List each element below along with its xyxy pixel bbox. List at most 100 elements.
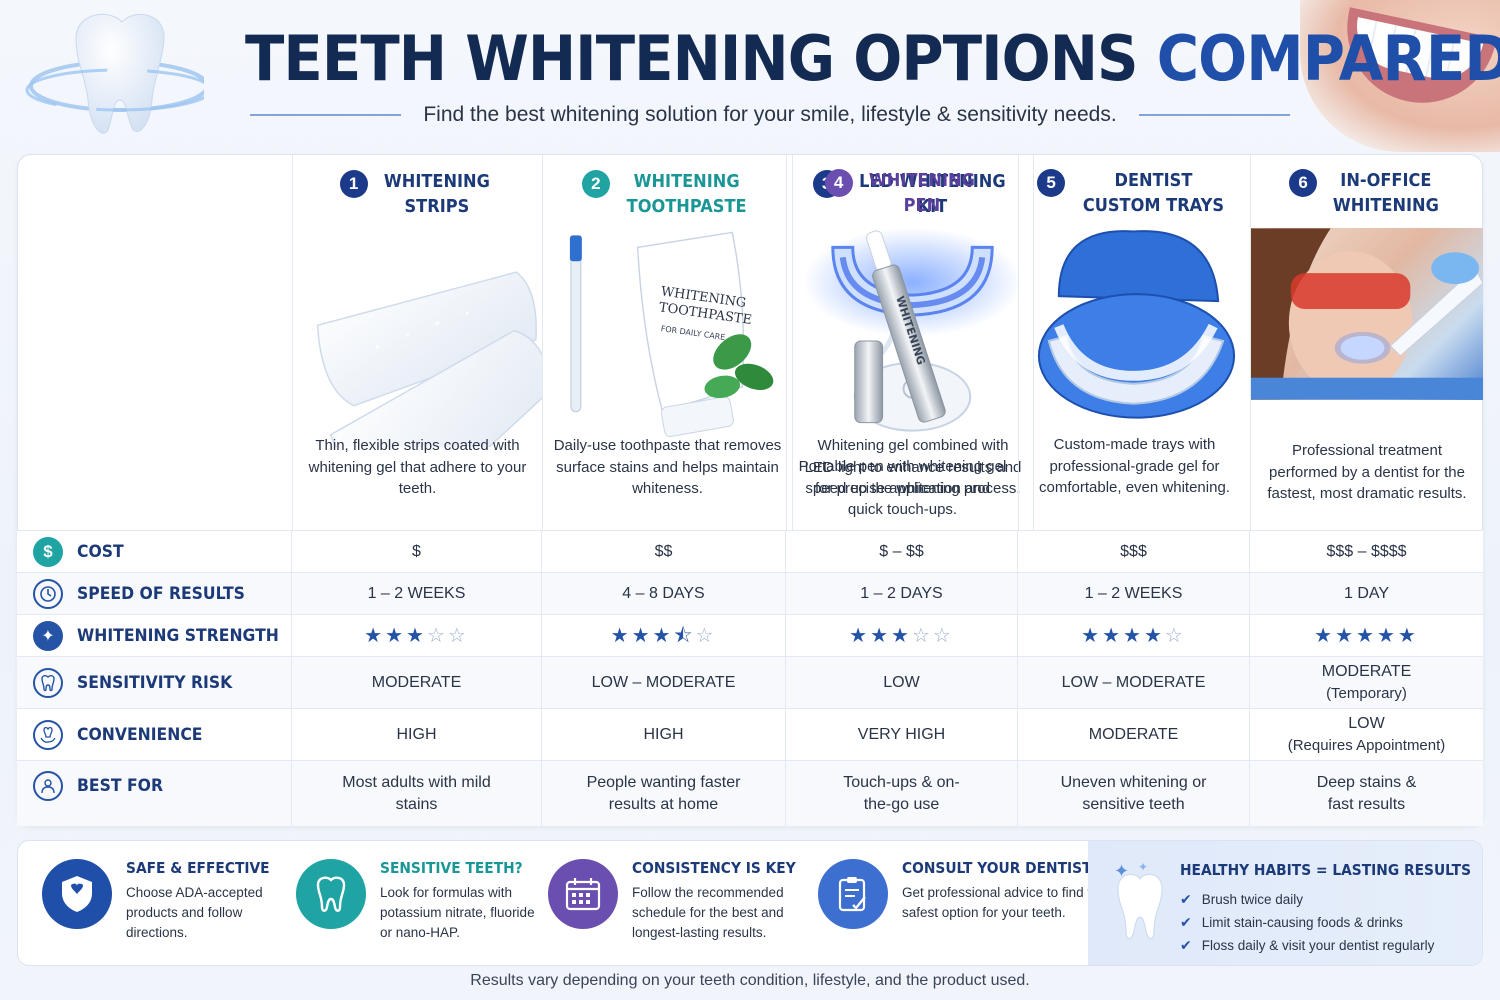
habit-text: Floss daily & visit your dentist regular…	[1201, 938, 1435, 953]
sparkling-tooth-icon: ✦ ✦	[1108, 859, 1168, 954]
product-number-badge: 2	[581, 170, 610, 198]
svg-text:✦: ✦	[1138, 860, 1148, 874]
product-title: WHITENING PEN	[868, 170, 975, 216]
product-description: Professional treatment performed by a de…	[1267, 442, 1467, 502]
table-cell: HIGH	[292, 709, 542, 760]
row-title: SPEED OF RESULTS	[77, 583, 245, 604]
custom-trays-image	[1019, 226, 1250, 446]
table-cell: 1 – 2 WEEKS	[1018, 573, 1250, 614]
product-description: Daily-use toothpaste that removes surfac…	[553, 437, 782, 497]
rating-cell: ★★★☆☆	[292, 615, 542, 656]
cell-note: (Requires Appointment)	[1287, 736, 1446, 754]
row-title: COST	[77, 541, 124, 562]
product-title: WHITENING TOOTHPASTE	[626, 171, 747, 217]
svg-text:✦: ✦	[1114, 861, 1129, 881]
sparkle-icon: ✦	[33, 620, 63, 651]
star-full-icon: ★	[1335, 624, 1357, 647]
whitening-toothpaste-image: WHITENING TOOTHPASTE FOR DAILY CARE	[543, 227, 792, 447]
habits-title: HEALTHY HABITS = LASTING RESULTS	[1180, 861, 1472, 879]
hand-tooth-icon	[33, 719, 63, 750]
row-label: SPEED OF RESULTS	[17, 573, 292, 614]
product-header: 4 WHITENING PEN	[787, 168, 1018, 218]
subtitle-rule-left	[250, 114, 402, 116]
table-cell: 1 DAY	[1343, 584, 1390, 602]
in-office-column-content: 6 IN-OFFICE WHITENING Professional treat…	[1250, 154, 1484, 530]
cell-value: HIGH	[396, 725, 437, 743]
table-cell: LOW – MODERATE	[1018, 657, 1250, 708]
star-full-icon: ★	[1081, 624, 1103, 647]
check-icon: ✔	[1180, 937, 1192, 953]
star-empty-icon: ☆	[932, 624, 954, 647]
row-label: $ COST	[17, 531, 292, 572]
dollar-icon: $	[33, 536, 63, 567]
tip-consistency: CONSISTENCY IS KEY Follow the recommende…	[548, 841, 818, 965]
row-label: ✦ WHITENING STRENGTH	[17, 615, 292, 656]
habit-text: Limit stain-causing foods & drinks	[1201, 915, 1403, 930]
star-full-icon: ★	[406, 624, 427, 647]
hero-smile-photo	[1300, 0, 1500, 152]
product-description: Portable pen with whitening gel for prec…	[798, 458, 1007, 518]
table-cell: 1 – 2 WEEKS	[292, 573, 542, 614]
rating-cell: ★★★☆☆	[786, 615, 1018, 656]
star-empty-icon: ☆	[695, 625, 717, 647]
star-full-icon: ★	[1356, 624, 1377, 647]
page-title-main: TEETH WHITENING OPTIONS	[245, 22, 1139, 95]
cell-value: MODERATE	[1088, 725, 1179, 743]
star-full-icon: ★	[1314, 624, 1336, 647]
label-column-header	[18, 155, 293, 531]
cell-value: HIGH	[643, 725, 684, 743]
check-icon: ✔	[1180, 891, 1192, 907]
cell-value: LOW	[883, 673, 920, 691]
tip-body: SENSITIVE TEETH? Look for formulas with …	[380, 859, 546, 943]
tips-bar: SAFE & EFFECTIVE Choose ADA-accepted pro…	[17, 840, 1483, 966]
tip-consult-dentist: CONSULT YOUR DENTIST Get professional ad…	[818, 841, 1106, 965]
star-full-icon: ★	[1143, 624, 1165, 647]
page-title-accent: COMPARED	[1156, 22, 1500, 95]
check-icon: ✔	[1180, 914, 1192, 930]
star-full-icon: ★	[385, 624, 407, 647]
star-rating: ★★★☆☆	[364, 625, 469, 647]
table-cell: 1 – 2 DAYS	[786, 573, 1018, 614]
star-rating: ★★★⯪☆	[611, 624, 717, 647]
product-column-strips: 1 WHITENING STRIPS Thin, flexible strip	[293, 155, 554, 531]
tip-body: SAFE & EFFECTIVE Choose ADA-accepted pro…	[126, 859, 292, 943]
product-header: 1 WHITENING STRIPS	[293, 169, 542, 219]
table-cell: Most adults with mild stains	[292, 761, 542, 826]
row-convenience: CONVENIENCE HIGH HIGH VERY HIGH MODERATE…	[17, 708, 1483, 760]
tooth-icon	[296, 859, 366, 929]
rating-cell: ★★★★☆	[1018, 615, 1250, 656]
table-cell: Deep stains & fast results	[1316, 773, 1417, 813]
shield-icon	[42, 859, 112, 929]
table-cell: VERY HIGH	[786, 709, 1018, 760]
row-title: BEST FOR	[77, 776, 164, 796]
row-best-for: BEST FOR Most adults with mild stains Pe…	[17, 760, 1483, 826]
star-full-icon: ★	[1397, 624, 1419, 647]
table-cell: LOW – MODERATE	[542, 657, 786, 708]
table-cell: LOW	[786, 657, 1018, 708]
row-title: WHITENING STRENGTH	[77, 625, 279, 646]
star-empty-icon: ☆	[911, 624, 933, 647]
product-title: LED WHITENING KIT	[858, 171, 1006, 217]
clock-icon	[33, 578, 63, 609]
row-title: CONVENIENCE	[77, 724, 203, 745]
star-full-icon: ★	[364, 624, 386, 647]
star-half-icon: ⯪	[673, 623, 696, 647]
product-description: Whitening gel combined with LED light to…	[804, 437, 1022, 497]
table-cell: $ – $$	[786, 531, 1018, 572]
star-full-icon: ★	[652, 625, 674, 647]
star-full-icon: ★	[1102, 624, 1124, 647]
row-title: SENSITIVITY RISK	[77, 672, 233, 693]
tip-sensitive-teeth: SENSITIVE TEETH? Look for formulas with …	[296, 841, 546, 965]
row-label: SENSITIVITY RISK	[17, 657, 292, 708]
tip-text: Look for formulas with potassium nitrate…	[380, 885, 535, 940]
tip-text: Follow the recommended schedule for the …	[632, 885, 784, 940]
healthy-habits-panel: ✦ ✦ HEALTHY HABITS = LASTING RESULTS ✔ B…	[1088, 841, 1482, 965]
cell-value: MODERATE	[1321, 662, 1412, 680]
person-icon	[33, 771, 63, 801]
row-cost: $ COST $ $$ $ – $$ $$$ $$$ – $$$$	[17, 530, 1483, 572]
whitening-pen-image: WHITENING	[787, 226, 1018, 446]
habit-item: ✔ Brush twice daily	[1180, 891, 1303, 908]
habit-text: Brush twice daily	[1201, 892, 1304, 907]
star-full-icon: ★	[870, 624, 892, 647]
star-full-icon: ★	[631, 625, 653, 647]
